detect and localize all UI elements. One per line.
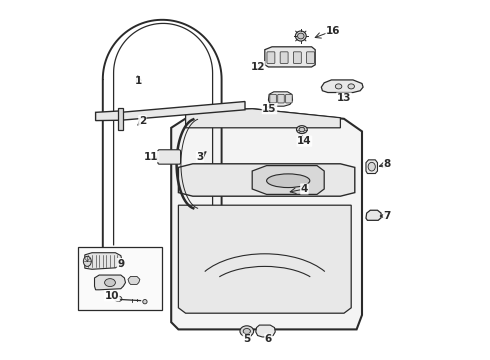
Polygon shape (265, 47, 315, 67)
Ellipse shape (368, 162, 375, 171)
Polygon shape (118, 108, 123, 130)
Ellipse shape (335, 84, 342, 89)
Ellipse shape (297, 33, 304, 39)
Polygon shape (128, 276, 140, 284)
Text: 5: 5 (243, 334, 250, 344)
Ellipse shape (348, 84, 354, 89)
Ellipse shape (295, 31, 306, 41)
Polygon shape (186, 109, 341, 128)
FancyBboxPatch shape (77, 247, 162, 310)
Polygon shape (256, 325, 275, 337)
Text: 13: 13 (337, 93, 351, 103)
FancyBboxPatch shape (286, 94, 292, 103)
Polygon shape (95, 275, 125, 290)
Polygon shape (366, 210, 381, 220)
Polygon shape (366, 160, 377, 174)
Ellipse shape (299, 127, 305, 132)
Ellipse shape (296, 126, 307, 134)
Ellipse shape (115, 296, 122, 302)
Text: 4: 4 (301, 184, 308, 194)
FancyBboxPatch shape (280, 52, 288, 63)
FancyBboxPatch shape (278, 94, 284, 103)
Text: 14: 14 (297, 136, 312, 146)
FancyBboxPatch shape (267, 52, 275, 63)
Text: 1: 1 (135, 76, 143, 86)
FancyBboxPatch shape (294, 52, 301, 63)
Text: 12: 12 (250, 62, 265, 72)
Text: 16: 16 (326, 26, 341, 36)
Text: 9: 9 (117, 258, 124, 269)
Polygon shape (269, 92, 293, 106)
FancyBboxPatch shape (270, 94, 276, 103)
Ellipse shape (83, 256, 91, 266)
Ellipse shape (104, 279, 116, 287)
Ellipse shape (240, 326, 254, 337)
Text: 6: 6 (265, 334, 272, 344)
Polygon shape (252, 166, 324, 194)
Text: 10: 10 (104, 291, 119, 301)
Polygon shape (178, 164, 355, 196)
Text: 3: 3 (196, 152, 204, 162)
Ellipse shape (243, 328, 250, 334)
Polygon shape (171, 109, 362, 329)
Text: 11: 11 (144, 152, 159, 162)
FancyBboxPatch shape (307, 52, 315, 63)
Ellipse shape (267, 174, 310, 188)
Polygon shape (178, 205, 351, 313)
Text: 15: 15 (262, 104, 277, 114)
FancyBboxPatch shape (158, 150, 180, 164)
Text: 8: 8 (384, 159, 391, 169)
Polygon shape (321, 80, 363, 93)
Polygon shape (96, 102, 245, 121)
Ellipse shape (143, 300, 147, 304)
Polygon shape (85, 253, 122, 269)
Text: 7: 7 (384, 211, 391, 221)
Text: 2: 2 (139, 116, 146, 126)
